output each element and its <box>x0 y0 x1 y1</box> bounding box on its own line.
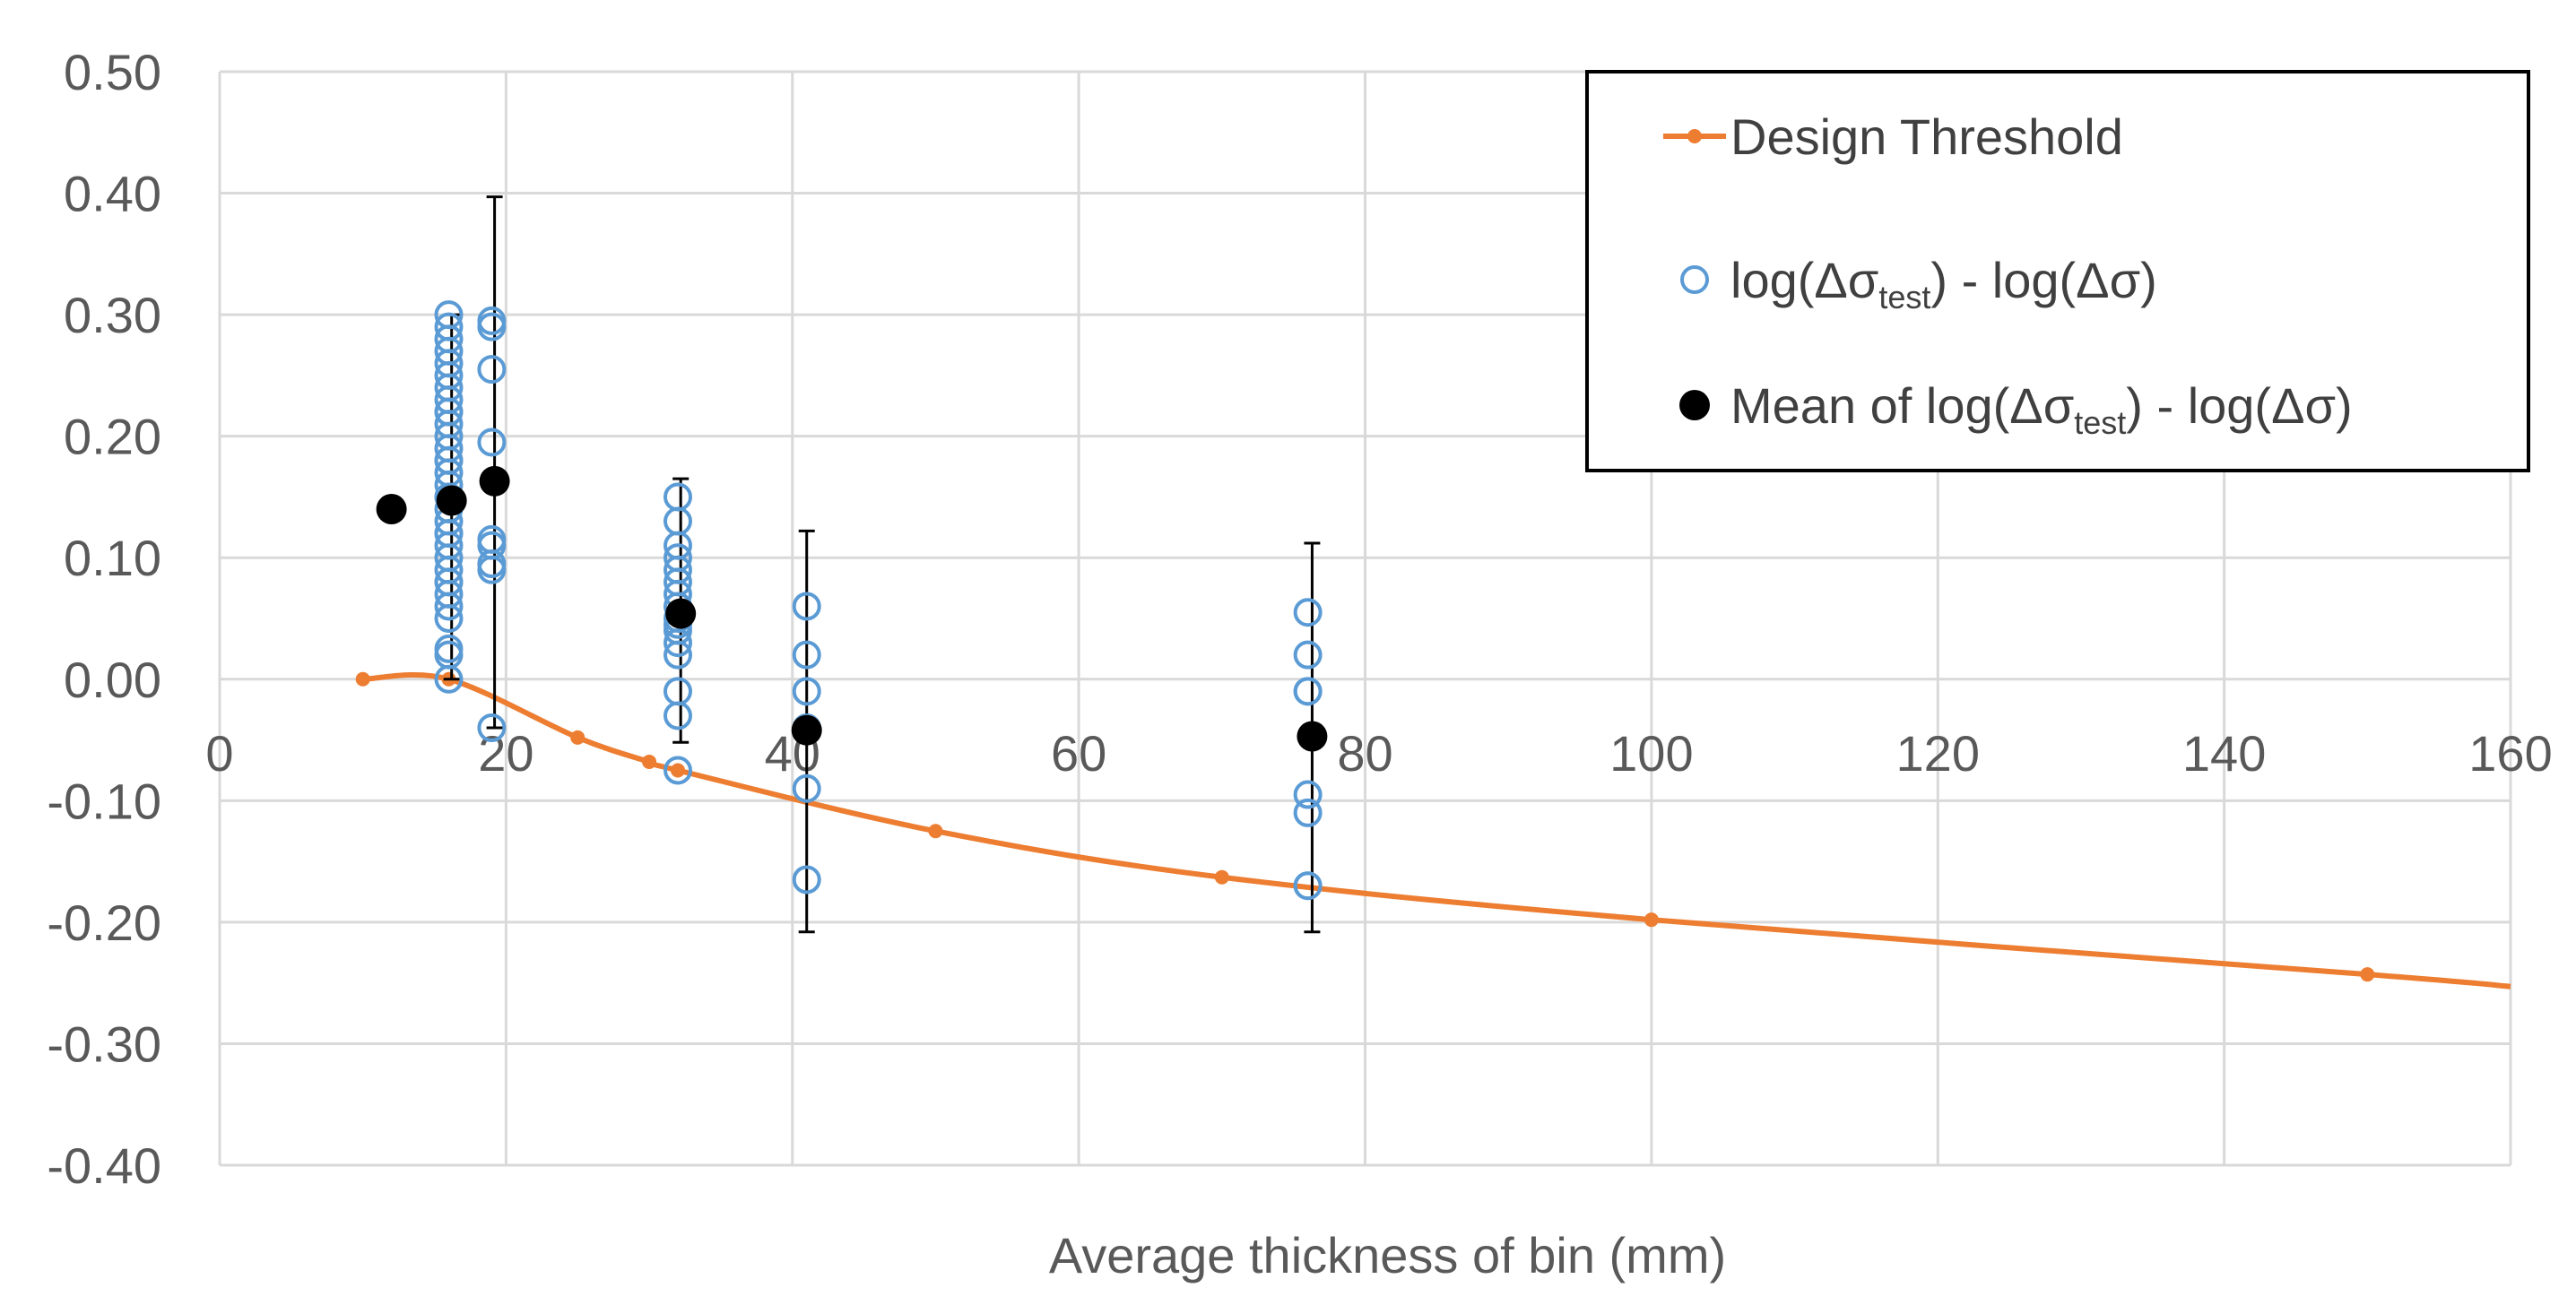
mean-point <box>436 485 467 516</box>
test-point <box>434 634 464 663</box>
test-point <box>664 640 692 670</box>
test-point <box>434 567 464 597</box>
test-point <box>792 592 821 621</box>
test-point <box>792 773 821 803</box>
test-point <box>664 701 692 730</box>
test-point <box>1293 798 1323 827</box>
grid <box>218 70 2512 1167</box>
y-tick-label: 0.10 <box>64 530 161 586</box>
x-axis: 0 20 40 60 80 100 120 140 160 <box>205 725 2552 782</box>
x-tick-label: 0 <box>205 725 233 782</box>
test-point <box>664 628 692 658</box>
y-axis: 0.50 0.40 0.30 0.20 0.10 0.00 -0.10 -0.20 -0.30 -… <box>47 44 161 1194</box>
test-point <box>1293 780 1323 809</box>
y-tick-label: -0.20 <box>47 894 161 951</box>
y-tick-label: 0.30 <box>64 287 161 343</box>
test-point <box>477 306 507 335</box>
design-threshold-marker <box>2360 967 2375 982</box>
test-point <box>477 428 507 457</box>
test-point <box>434 640 464 670</box>
test-point <box>434 604 464 633</box>
y-tick-label: 0.40 <box>64 166 161 222</box>
legend-label: log(Δσtest) - log(Δσ) <box>1730 252 2157 315</box>
test-point <box>477 355 507 385</box>
x-tick-label: 20 <box>478 725 533 782</box>
design-threshold-marker <box>355 671 370 687</box>
x-axis-title: Average thickness of bin (mm) <box>1049 1227 1726 1283</box>
test-point <box>477 524 507 554</box>
test-point <box>792 677 821 706</box>
design-threshold-marker <box>1644 912 1659 928</box>
test-point <box>1293 871 1323 901</box>
y-tick-label: -0.40 <box>47 1137 161 1194</box>
y-tick-label: -0.10 <box>47 773 161 829</box>
legend: Design Threshold log(Δσtest) - log(Δσ) Mea… <box>1585 70 2530 472</box>
mean-point <box>1297 721 1328 752</box>
y-tick-label: 0.50 <box>64 44 161 100</box>
x-tick-label: 100 <box>1609 725 1693 782</box>
test-point <box>434 397 464 427</box>
test-point <box>477 312 507 341</box>
test-point <box>664 506 692 536</box>
legend-hollow-circle-icon <box>1680 265 1709 294</box>
design-threshold-marker <box>642 754 657 769</box>
mean-point <box>791 714 822 746</box>
test-point <box>792 865 821 894</box>
test-point <box>477 713 507 742</box>
test-point <box>434 445 464 475</box>
test-point <box>664 677 692 706</box>
test-point <box>664 756 692 785</box>
series-design-threshold <box>355 671 2511 990</box>
test-point <box>434 664 464 694</box>
test-point <box>1293 640 1323 670</box>
legend-filled-circle-icon <box>1679 390 1710 420</box>
y-tick-label: -0.30 <box>47 1015 161 1072</box>
legend-line-marker-icon <box>1687 129 1702 143</box>
mean-point <box>376 494 407 524</box>
test-point <box>1293 677 1323 706</box>
x-tick-label: 140 <box>2182 725 2266 782</box>
design-threshold-marker <box>928 824 943 839</box>
mean-point <box>479 465 510 497</box>
mean-point <box>665 598 697 629</box>
legend-box <box>1585 70 2530 472</box>
design-threshold-line <box>362 671 2511 990</box>
legend-label: Mean of log(Δσtest) - log(Δσ) <box>1730 377 2353 441</box>
test-point <box>1293 598 1323 627</box>
x-tick-label: 160 <box>2468 725 2552 782</box>
x-tick-label: 120 <box>1896 725 1980 782</box>
test-point <box>664 482 692 512</box>
legend-label: Design Threshold <box>1730 108 2123 165</box>
design-threshold-marker <box>570 730 585 745</box>
x-tick-label: 60 <box>1051 725 1106 782</box>
test-point <box>477 555 507 584</box>
test-point <box>477 549 507 578</box>
series-mean-points <box>376 465 1328 752</box>
design-threshold-marker <box>671 763 685 778</box>
series-test-points <box>377 300 1323 901</box>
y-tick-label: 0.20 <box>64 409 161 465</box>
y-tick-label: 0.00 <box>64 652 161 708</box>
test-point <box>792 640 821 670</box>
test-point <box>434 519 464 549</box>
design-threshold-marker <box>1214 869 1229 885</box>
x-tick-label: 80 <box>1337 725 1392 782</box>
